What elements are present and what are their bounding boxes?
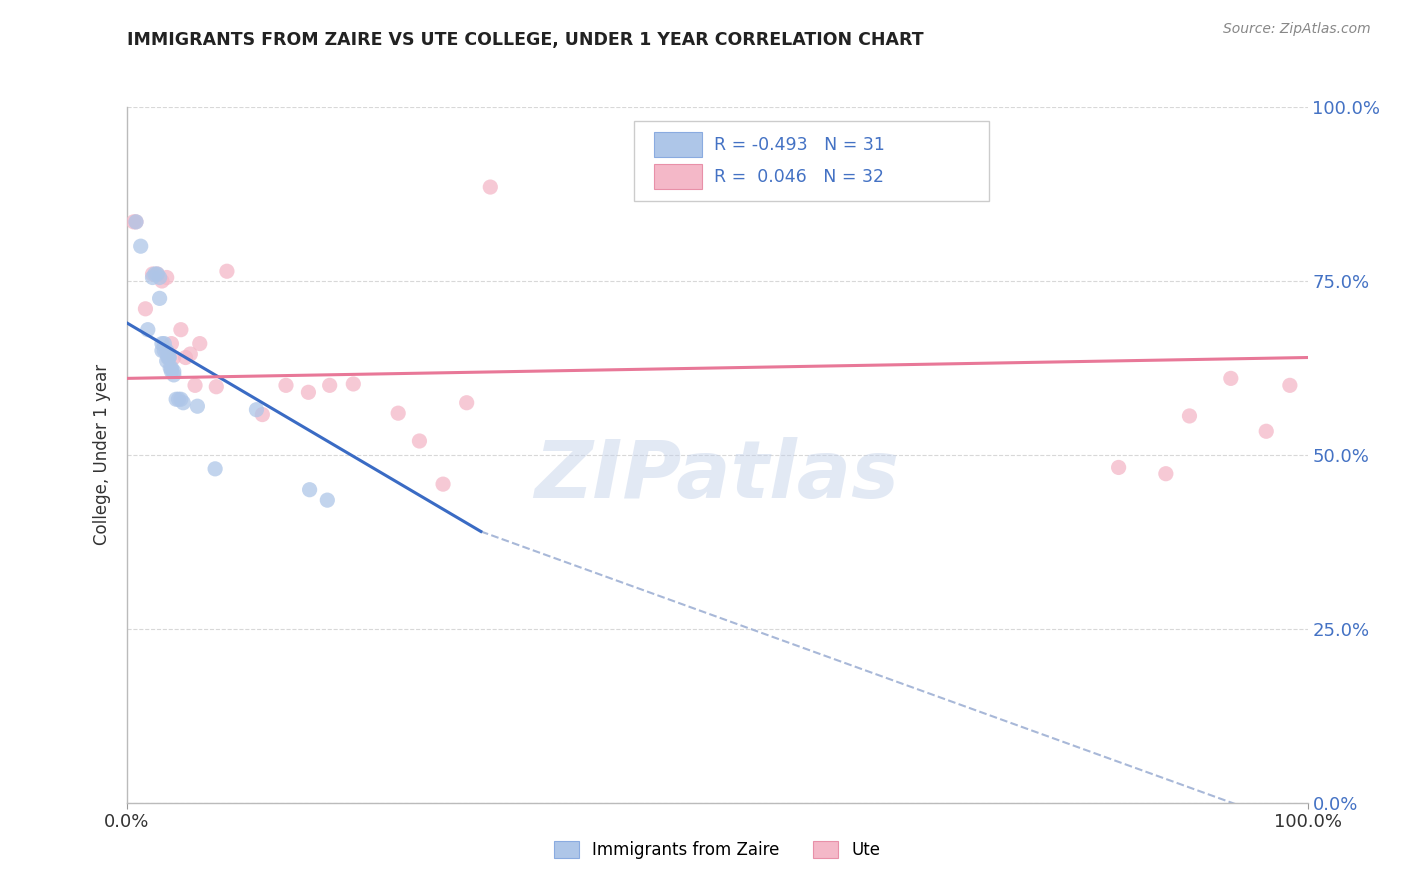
Point: [122, 215, 145, 229]
Point: [157, 351, 180, 365]
Point: [1154, 467, 1177, 481]
Point: [141, 270, 163, 285]
Point: [125, 215, 148, 229]
Point: [1256, 424, 1278, 438]
Point: [215, 264, 238, 278]
Point: [408, 434, 430, 448]
Point: [274, 378, 297, 392]
Point: [342, 376, 364, 391]
Point: [156, 270, 179, 285]
Point: [170, 323, 193, 337]
Point: [165, 392, 187, 407]
Point: [1108, 460, 1130, 475]
Point: [184, 378, 207, 392]
Point: [146, 267, 169, 281]
Point: [136, 323, 159, 337]
Point: [456, 396, 478, 410]
Point: [174, 351, 197, 365]
Point: [245, 402, 267, 417]
Point: [157, 351, 180, 365]
Point: [156, 351, 179, 365]
Point: [318, 378, 340, 392]
Y-axis label: College, Under 1 year: College, Under 1 year: [93, 364, 111, 546]
FancyBboxPatch shape: [654, 132, 702, 157]
Point: [159, 360, 181, 375]
Point: [160, 336, 183, 351]
Point: [163, 364, 186, 378]
Point: [150, 274, 173, 288]
Point: [149, 270, 172, 285]
Point: [298, 483, 321, 497]
Point: [163, 351, 186, 365]
Point: [432, 477, 454, 491]
Point: [1278, 378, 1301, 392]
Point: [205, 380, 228, 394]
FancyBboxPatch shape: [634, 121, 988, 201]
Text: R =  0.046   N = 32: R = 0.046 N = 32: [713, 168, 883, 186]
Point: [141, 267, 163, 281]
Point: [387, 406, 409, 420]
Text: ZIPatlas: ZIPatlas: [534, 437, 900, 515]
Point: [153, 343, 176, 358]
Point: [170, 392, 193, 407]
Point: [163, 368, 186, 382]
Point: [316, 493, 339, 508]
Point: [204, 462, 226, 476]
Point: [179, 347, 201, 361]
Point: [160, 364, 183, 378]
Point: [1178, 409, 1201, 423]
Point: [167, 392, 190, 407]
Point: [149, 291, 172, 305]
Point: [153, 336, 176, 351]
Point: [297, 385, 319, 400]
Point: [150, 343, 173, 358]
Point: [150, 336, 173, 351]
Point: [156, 343, 179, 358]
Point: [143, 267, 166, 281]
Point: [156, 354, 179, 368]
FancyBboxPatch shape: [654, 164, 702, 189]
Text: R = -0.493   N = 31: R = -0.493 N = 31: [713, 136, 884, 153]
Point: [129, 239, 152, 253]
Point: [146, 267, 169, 281]
Text: Source: ZipAtlas.com: Source: ZipAtlas.com: [1223, 22, 1371, 37]
Point: [172, 396, 194, 410]
Text: IMMIGRANTS FROM ZAIRE VS UTE COLLEGE, UNDER 1 YEAR CORRELATION CHART: IMMIGRANTS FROM ZAIRE VS UTE COLLEGE, UN…: [127, 31, 924, 49]
Point: [479, 180, 502, 194]
Point: [1219, 371, 1241, 385]
Point: [252, 408, 274, 422]
Point: [188, 336, 211, 351]
Point: [125, 215, 148, 229]
Point: [186, 399, 208, 413]
Legend: Immigrants from Zaire, Ute: Immigrants from Zaire, Ute: [547, 834, 887, 865]
Point: [160, 360, 183, 375]
Point: [134, 301, 156, 316]
